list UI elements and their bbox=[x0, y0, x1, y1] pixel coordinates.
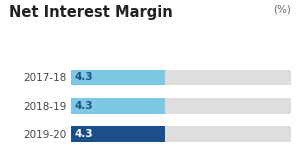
Text: 4.3: 4.3 bbox=[74, 72, 93, 82]
Text: 4.3: 4.3 bbox=[74, 129, 93, 139]
Bar bbox=[70, 70, 291, 85]
Bar bbox=[70, 126, 291, 142]
Text: (%): (%) bbox=[273, 5, 291, 15]
Bar bbox=[70, 126, 165, 142]
Bar bbox=[70, 70, 165, 85]
Text: Net Interest Margin: Net Interest Margin bbox=[9, 5, 173, 20]
Bar bbox=[70, 98, 291, 114]
Bar bbox=[70, 98, 165, 114]
Text: 4.3: 4.3 bbox=[74, 101, 93, 111]
